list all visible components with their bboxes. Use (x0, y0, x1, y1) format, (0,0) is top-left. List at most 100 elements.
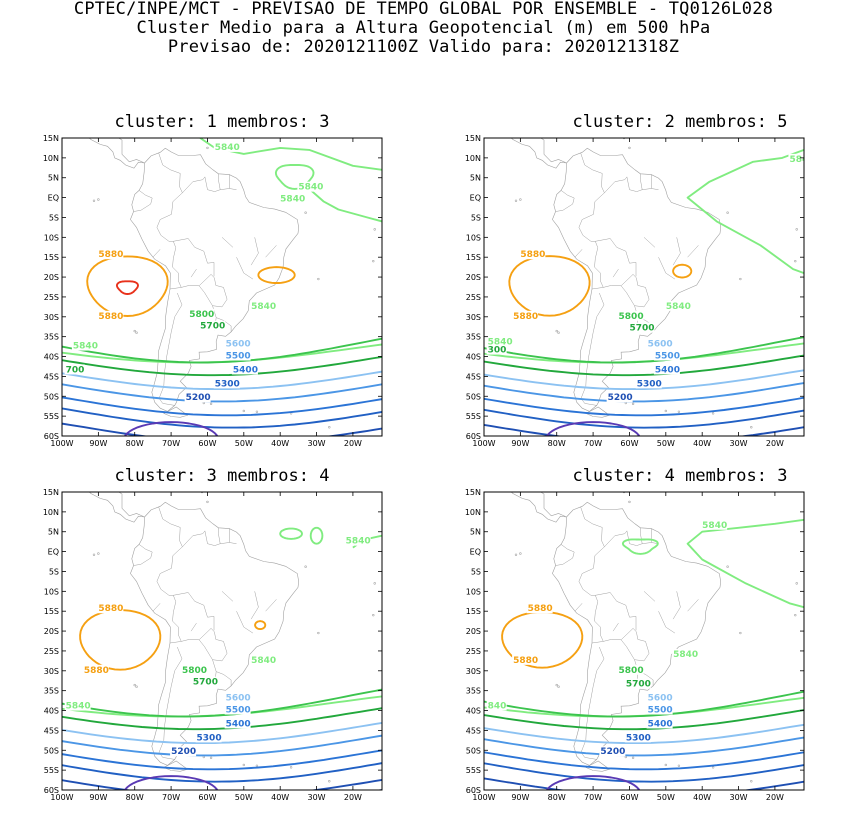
contour-label-bg (617, 310, 644, 321)
country-border (672, 591, 681, 620)
island (677, 764, 681, 767)
country-border (555, 544, 575, 566)
lon-label: 60W (620, 793, 638, 802)
contour-label-bg (486, 344, 507, 355)
contour-label-bg (297, 181, 324, 192)
contour-label: 5880 (513, 656, 538, 666)
contour-label: 5880 (98, 250, 123, 260)
contour-label-bg (97, 249, 124, 260)
lon-label: 90W (89, 793, 107, 802)
contour-label: 5300 (637, 379, 662, 389)
lon-label: 50W (235, 793, 253, 802)
contour-label: 584 (789, 155, 808, 165)
contour-5880 (508, 255, 591, 317)
country-border (182, 530, 206, 547)
contour-5500 (62, 734, 382, 757)
contour-5840-cell (621, 538, 659, 555)
axes: 15N 10N 5N EQ 5S 10S 15S 20S 25S 30S 35S 40S 45S 50S 5… (43, 488, 383, 802)
island (97, 198, 100, 201)
contour-label: 5840 (488, 338, 513, 348)
contour-label: 5880 (84, 666, 109, 676)
contour-label: 5840 (66, 702, 91, 712)
country-border (594, 620, 604, 642)
lat-label: 5S (471, 213, 481, 222)
lat-label: 25S (44, 647, 59, 656)
contour-label-bg (188, 308, 215, 319)
lon-label: 30W (307, 439, 325, 448)
island (209, 756, 213, 760)
country-border (204, 530, 237, 546)
map-layer: 5840 5880 5880 5840 5840 5800 5700 5600 5500 5400… (62, 488, 382, 790)
map-cluster-3: 5840 5880 5880 5840 5840 5800 5700 5600 5500 5400… (43, 488, 383, 802)
contour-label: 5880 (520, 250, 545, 260)
country-border (643, 591, 656, 602)
contour-label: 5600 (226, 340, 251, 350)
island (664, 409, 668, 413)
contour-label: 5840 (666, 302, 691, 312)
country-border (221, 591, 234, 602)
country-border (640, 527, 643, 544)
island (664, 763, 668, 767)
coastline (88, 138, 376, 429)
lon-label: 70W (162, 793, 180, 802)
contour-label-bg (788, 153, 804, 164)
island (206, 500, 209, 504)
lat-label: 30S (44, 667, 59, 676)
country-border (555, 190, 575, 212)
island (794, 259, 797, 263)
contour-label-bg (624, 732, 651, 743)
contour-5300 (484, 408, 804, 429)
contour-label: 5800 (619, 666, 644, 676)
contour-label-bg (664, 300, 691, 311)
lon-label: 30W (729, 793, 747, 802)
island (328, 780, 331, 783)
contour-label: 5840 (702, 521, 727, 531)
country-border (169, 627, 228, 654)
panel-title: cluster: 3 membros: 4 (114, 466, 330, 486)
lat-label: 35S (44, 333, 59, 342)
contour-5880-north (62, 488, 98, 490)
country-border (169, 273, 228, 300)
contour-label: 5600 (226, 694, 251, 704)
contour-label: 5840 (215, 143, 240, 153)
panel-title: cluster: 2 membros: 5 (572, 112, 788, 132)
contour-label: 5300 (626, 733, 651, 743)
lat-label: 40S (466, 707, 481, 716)
contour-label: 5700 (193, 678, 218, 688)
contour-label: 5800 (619, 312, 644, 322)
contour-5400 (484, 396, 804, 417)
contour-5300 (62, 407, 382, 429)
lat-label: 60S (466, 432, 481, 441)
south-america-coast (130, 147, 300, 412)
contour-5600 (484, 723, 804, 745)
contour-label-bg (213, 378, 240, 389)
contour-label: 5500 (648, 706, 673, 716)
contour-label: 5840 (298, 183, 323, 193)
island (628, 500, 631, 504)
contour-5100 (374, 789, 382, 790)
lat-label: EQ (48, 548, 59, 557)
island (304, 565, 307, 568)
country-border (172, 266, 182, 288)
country-border (595, 592, 637, 631)
lat-label: 10S (44, 587, 59, 596)
contour-5200 (62, 778, 382, 790)
island (622, 138, 626, 140)
contour-5500 (484, 736, 804, 757)
contour-label-bg (97, 603, 124, 614)
central-america-coast (510, 138, 567, 169)
island (557, 685, 560, 688)
lat-label: 30S (466, 667, 481, 676)
country-border (156, 192, 183, 268)
country-border (580, 646, 605, 760)
contour-label: 5600 (648, 340, 673, 350)
island (726, 211, 729, 214)
contour-label-bg (224, 718, 251, 729)
contour-label: 5840 (346, 537, 371, 547)
lon-label: 40W (693, 439, 711, 448)
island (202, 755, 206, 759)
lat-label: 60S (44, 432, 59, 441)
contour-label-bg (250, 654, 277, 665)
contour-5300 (484, 762, 804, 783)
header: CPTEC/INPE/MCT - PREVISAO DE TEMPO GLOBA… (0, 0, 847, 57)
